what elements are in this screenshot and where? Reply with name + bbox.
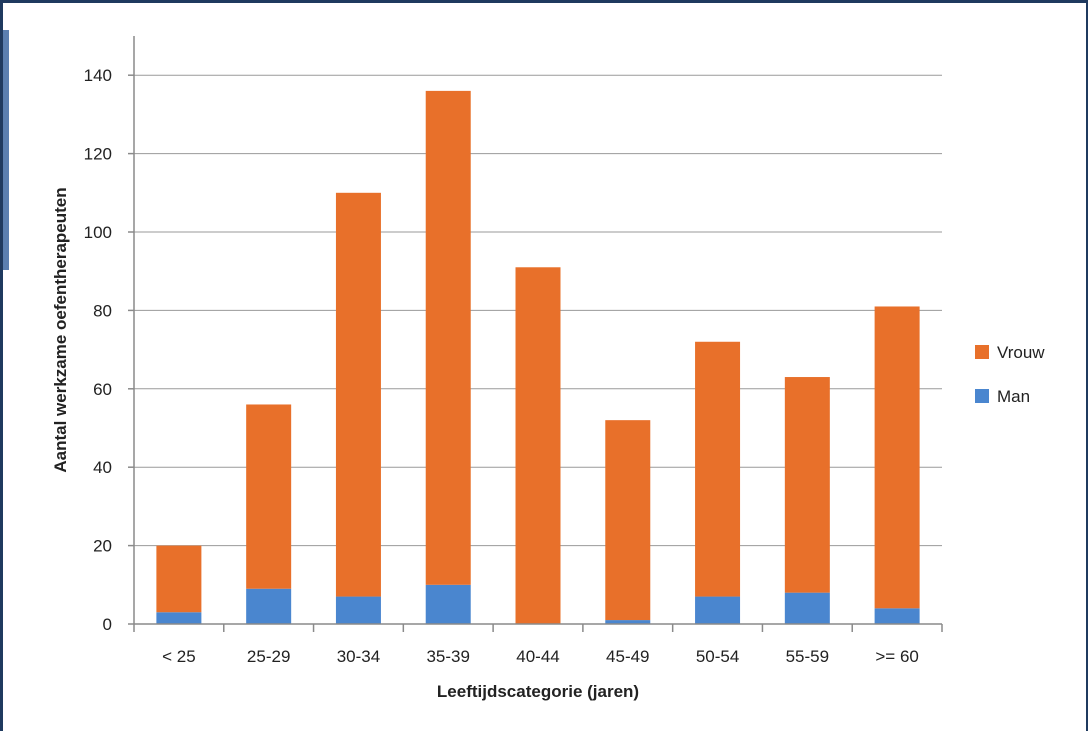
bar-man-1	[246, 588, 292, 624]
legend: Vrouw Man	[975, 343, 1045, 406]
y-tick-label: 0	[103, 615, 112, 634]
bar-vrouw-5	[605, 420, 651, 621]
y-tick-label: 100	[84, 223, 112, 242]
bar-vrouw-6	[695, 341, 741, 597]
bar-vrouw-2	[335, 192, 381, 597]
legend-swatch-vrouw	[975, 345, 989, 359]
bar-vrouw-3	[425, 90, 471, 585]
x-tick-label: 35-39	[426, 647, 469, 666]
y-tick-label: 120	[84, 145, 112, 164]
x-tick-label: 50-54	[696, 647, 739, 666]
bar-vrouw-8	[874, 306, 920, 609]
x-tick-labels: < 25 25-29 30-34 35-39 40-44 45-49 50-54 55-59 >…	[133, 624, 943, 666]
x-tick-label: >= 60	[875, 647, 919, 666]
x-tick-label: < 25	[162, 647, 196, 666]
bar-man-8	[874, 608, 920, 624]
axes	[133, 36, 942, 625]
bar-vrouw-4	[515, 267, 561, 624]
y-tick-label: 140	[84, 66, 112, 85]
bar-man-5	[605, 620, 651, 624]
bar-vrouw-0	[156, 545, 202, 613]
x-tick-label: 25-29	[247, 647, 290, 666]
bar-man-0	[156, 612, 202, 624]
x-tick-label: 40-44	[516, 647, 559, 666]
frame-accent	[3, 30, 9, 270]
bar-man-7	[784, 592, 830, 624]
bar-vrouw-7	[784, 377, 830, 593]
bar-man-6	[695, 596, 741, 624]
y-tick-label: 20	[93, 537, 112, 556]
y-tick-labels: 0 20 40 60 80 100 120 140	[84, 66, 112, 634]
x-tick-label: 45-49	[606, 647, 649, 666]
legend-label-man: Man	[997, 387, 1030, 406]
x-tick-label: 55-59	[786, 647, 829, 666]
x-axis-label: Leeftijdscategorie (jaren)	[437, 682, 639, 701]
bars	[156, 90, 920, 624]
legend-label-vrouw: Vrouw	[997, 343, 1045, 362]
y-tick-label: 40	[93, 458, 112, 477]
y-tick-label: 80	[93, 301, 112, 320]
bar-man-3	[425, 584, 471, 624]
bar-vrouw-1	[246, 404, 292, 589]
bar-man-2	[335, 596, 381, 624]
y-tick-label: 60	[93, 380, 112, 399]
x-tick-label: 30-34	[337, 647, 380, 666]
legend-swatch-man	[975, 389, 989, 403]
y-axis-label: Aantal werkzame oefentherapeuten	[51, 187, 70, 472]
